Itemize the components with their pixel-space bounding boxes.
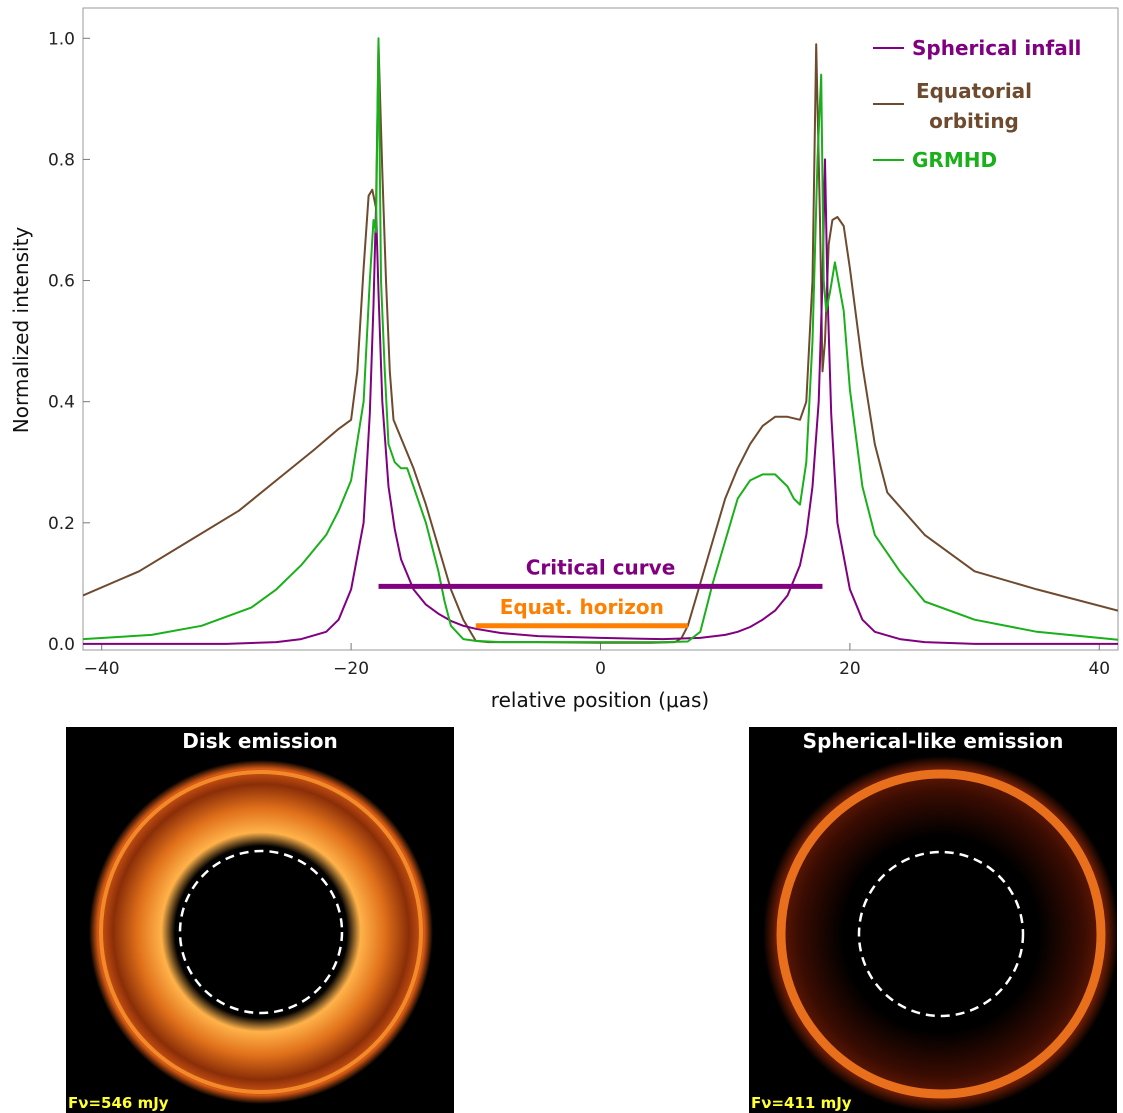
disk-emission-panel: Disk emission Fν=546 mJy xyxy=(66,727,454,1113)
y-tick-label: 0.4 xyxy=(48,393,75,413)
x-axis-ticks: −40 −20 0 20 40 xyxy=(84,643,1110,679)
y-tick-label: 0.6 xyxy=(48,272,75,292)
intensity-profile-chart: −40 −20 0 20 40 0.0 0.2 0.4 0.6 0.8 1.0 Critical … xyxy=(9,7,1119,712)
photon-ring xyxy=(99,770,423,1094)
legend-label-spherical: Spherical infall xyxy=(912,36,1081,60)
critical-curve-circle xyxy=(178,849,344,1015)
series-line-spherical-infall xyxy=(83,158,1118,645)
spherical-emission-panel: Spherical-like emission Fν=411 mJy xyxy=(749,727,1117,1113)
series-layer xyxy=(83,37,1118,645)
legend-label-equatorial-2: orbiting xyxy=(929,109,1019,133)
disk-panel-flux: Fν=546 mJy xyxy=(68,1094,169,1112)
spherical-glow xyxy=(763,756,1117,1112)
spherical-emission-image xyxy=(749,727,1117,1113)
y-axis-ticks: 0.0 0.2 0.4 0.6 0.8 1.0 xyxy=(48,29,90,655)
spherical-photon-ring xyxy=(776,769,1106,1099)
x-tick-label: 0 xyxy=(595,659,606,679)
legend-label-grmhd: GRMHD xyxy=(912,148,997,172)
disk-emission-image xyxy=(66,727,454,1113)
equat-horizon-label: Equat. horizon xyxy=(500,595,664,619)
spherical-critical-curve-circle xyxy=(857,850,1025,1018)
series-line-grmhd xyxy=(83,37,1118,644)
x-tick-label: 40 xyxy=(1088,659,1110,679)
y-tick-label: 0.0 xyxy=(48,635,75,655)
legend: Spherical infall Equatorial orbiting GRM… xyxy=(873,36,1081,172)
x-axis-label: relative position (μas) xyxy=(491,688,709,712)
x-tick-label: −20 xyxy=(333,659,369,679)
y-tick-label: 1.0 xyxy=(48,29,75,49)
legend-label-equatorial-1: Equatorial xyxy=(916,79,1032,103)
spherical-panel-flux: Fν=411 mJy xyxy=(751,1094,852,1112)
x-tick-label: 20 xyxy=(839,659,861,679)
y-tick-label: 0.2 xyxy=(48,514,75,534)
spherical-panel-title: Spherical-like emission xyxy=(802,729,1064,753)
critical-curve-label: Critical curve xyxy=(526,555,676,579)
x-tick-label: −40 xyxy=(84,659,120,679)
annotation-layer: Critical curve Equat. horizon xyxy=(378,555,823,629)
y-tick-label: 0.8 xyxy=(48,150,75,170)
plot-frame xyxy=(82,7,1119,651)
series-line-equatorial-orbiting xyxy=(83,43,1118,644)
disk-panel-title: Disk emission xyxy=(182,729,338,753)
y-axis-label: Normalized intensity xyxy=(9,227,33,434)
